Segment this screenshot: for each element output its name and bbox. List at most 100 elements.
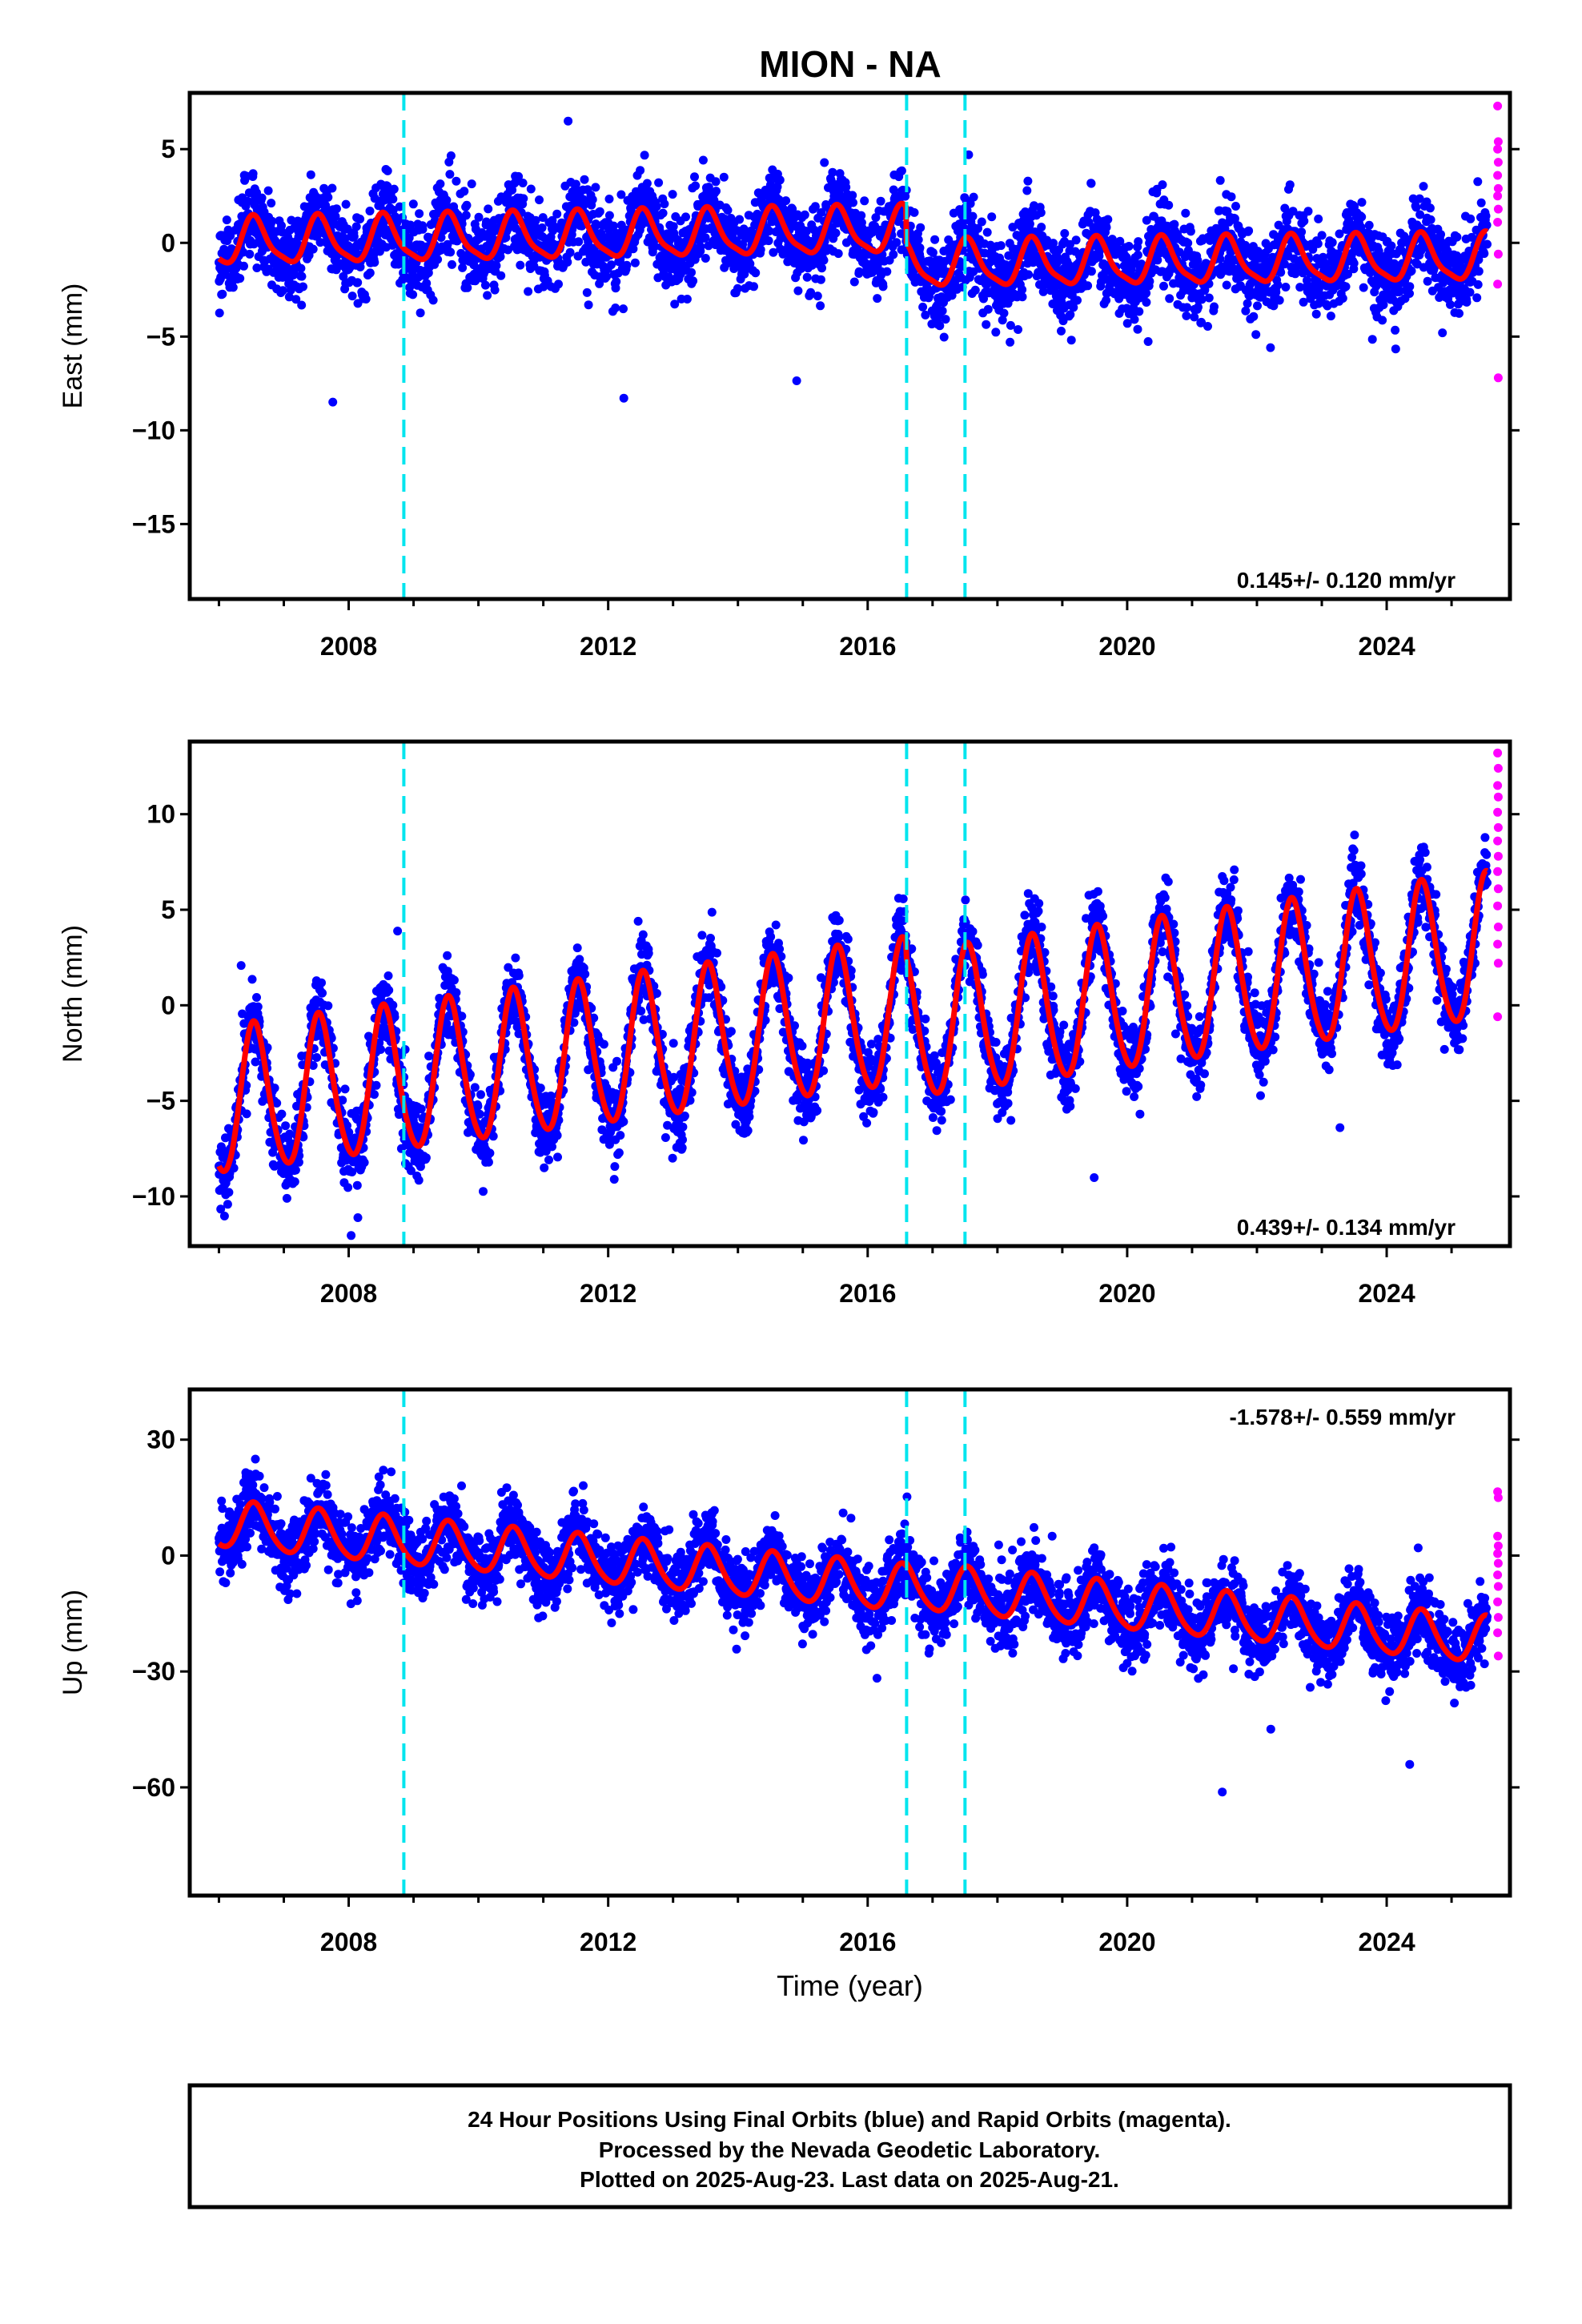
data-point xyxy=(475,1109,484,1119)
rapid-point xyxy=(1493,249,1503,259)
data-point xyxy=(1425,203,1435,213)
data-point xyxy=(248,169,258,179)
data-point xyxy=(388,1000,398,1010)
data-point xyxy=(370,258,379,267)
data-point xyxy=(277,1109,287,1119)
data-point xyxy=(745,259,755,268)
data-point xyxy=(689,276,698,286)
data-point xyxy=(612,277,621,287)
data-point xyxy=(1024,270,1034,279)
data-point xyxy=(968,211,978,221)
data-point xyxy=(1227,192,1236,202)
data-point xyxy=(817,208,826,217)
data-point xyxy=(282,1193,291,1203)
data-point xyxy=(650,242,660,251)
rapid-point xyxy=(1493,144,1503,154)
rapid-point xyxy=(1493,204,1503,214)
data-point xyxy=(484,1157,493,1167)
data-point xyxy=(1473,177,1483,187)
data-point xyxy=(418,224,428,234)
data-point xyxy=(1313,239,1323,248)
data-point xyxy=(416,1104,426,1114)
data-point xyxy=(277,221,286,231)
data-point xyxy=(531,215,540,225)
data-point xyxy=(595,279,604,288)
data-point xyxy=(897,166,906,175)
data-point xyxy=(996,241,1006,251)
data-point xyxy=(889,185,898,195)
data-point xyxy=(820,158,829,167)
data-point xyxy=(384,986,394,995)
data-point xyxy=(296,263,306,273)
data-point xyxy=(519,194,528,203)
data-point xyxy=(480,280,490,290)
data-point xyxy=(353,278,363,287)
data-point xyxy=(1474,267,1484,276)
data-point xyxy=(448,259,456,269)
data-point xyxy=(323,1001,333,1011)
data-point xyxy=(793,286,803,296)
data-point xyxy=(577,221,587,231)
data-point xyxy=(1359,283,1368,292)
data-point xyxy=(849,277,859,287)
y-tick-label: −15 xyxy=(132,509,175,538)
data-point xyxy=(496,271,506,280)
data-point xyxy=(1391,344,1400,354)
data-point xyxy=(1266,343,1275,352)
data-point xyxy=(564,116,573,126)
data-point xyxy=(854,267,864,276)
data-point xyxy=(1407,266,1416,275)
data-point xyxy=(376,1045,385,1054)
rapid-point xyxy=(1493,137,1503,147)
data-point xyxy=(756,245,765,255)
data-point xyxy=(775,175,785,185)
data-point xyxy=(640,151,649,160)
data-point xyxy=(299,282,307,292)
data-point xyxy=(1465,287,1475,297)
data-point xyxy=(930,235,940,244)
y-axis-label: East (mm) xyxy=(58,283,88,409)
rapid-point xyxy=(1493,183,1503,193)
data-point xyxy=(1060,229,1070,238)
data-point xyxy=(383,971,393,980)
data-point xyxy=(224,1188,234,1197)
data-point xyxy=(235,274,245,283)
velocity-annotation: 0.145+/- 0.120 mm/yr xyxy=(1237,568,1456,593)
data-point xyxy=(1102,223,1111,232)
data-point xyxy=(393,927,403,936)
data-point xyxy=(1446,300,1455,309)
data-point xyxy=(1285,180,1295,190)
data-point xyxy=(433,255,443,264)
data-point xyxy=(604,211,614,220)
plot-area xyxy=(215,748,1503,1240)
data-point xyxy=(913,235,923,244)
data-point xyxy=(1133,250,1142,259)
data-point xyxy=(343,1183,353,1192)
data-point xyxy=(816,275,825,284)
data-point xyxy=(1025,219,1034,229)
data-point xyxy=(341,199,351,209)
data-point xyxy=(889,250,898,259)
data-point xyxy=(308,244,318,254)
data-point xyxy=(449,975,459,985)
data-point xyxy=(408,290,418,300)
x-tick-label: 2012 xyxy=(580,632,636,661)
data-point xyxy=(347,1231,356,1240)
data-point xyxy=(518,179,528,187)
data-point xyxy=(588,195,597,204)
data-point xyxy=(1133,324,1142,334)
data-point xyxy=(443,951,452,960)
y-tick-label: −5 xyxy=(147,322,175,351)
data-point xyxy=(389,184,399,194)
data-point xyxy=(263,186,273,195)
data-point xyxy=(1311,309,1321,319)
data-point xyxy=(831,228,841,238)
data-point xyxy=(492,261,501,271)
data-point xyxy=(681,212,690,222)
data-point xyxy=(1018,292,1027,302)
plot-area xyxy=(215,101,1503,407)
data-point xyxy=(476,1090,485,1100)
data-point xyxy=(604,195,614,203)
data-point xyxy=(247,975,257,984)
data-point xyxy=(228,283,238,292)
